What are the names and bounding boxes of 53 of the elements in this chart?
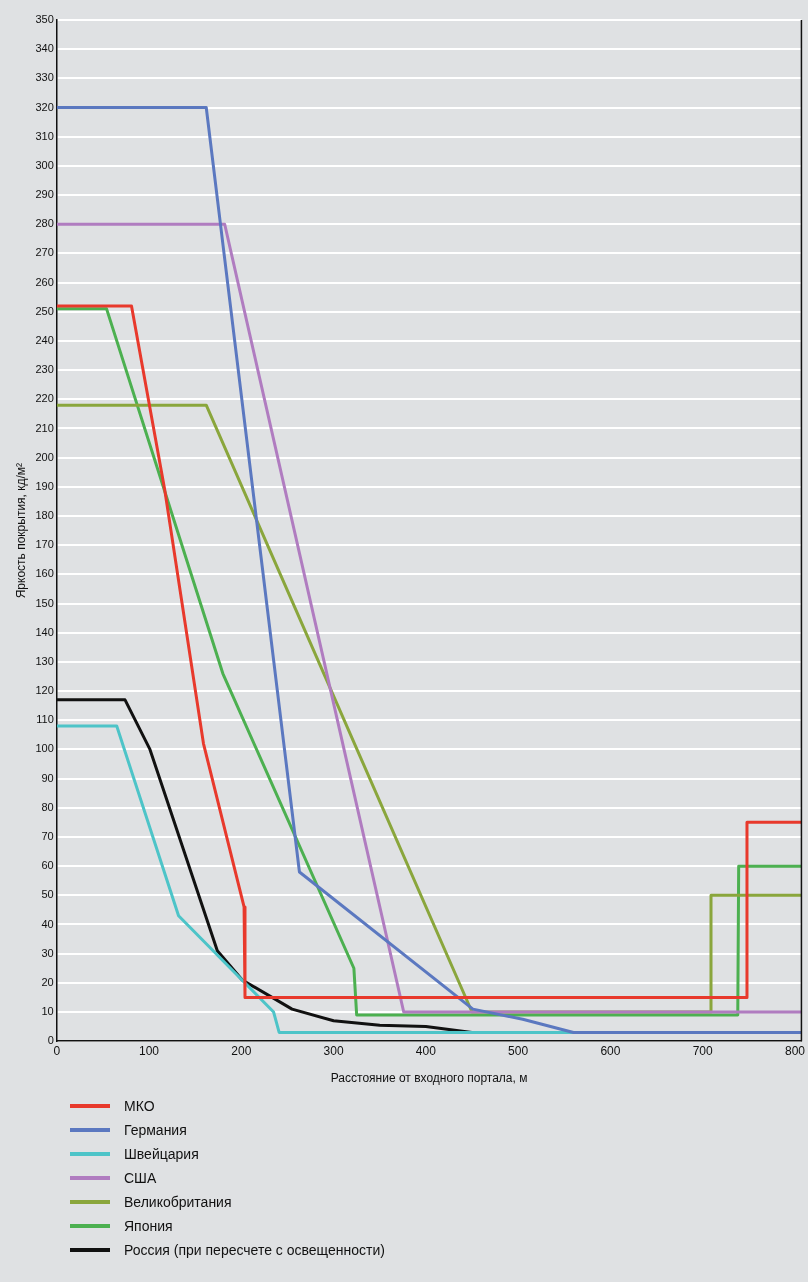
y-tick-label: 180: [35, 509, 54, 522]
x-axis-title: Расстояние от входного портала, м: [330, 1071, 528, 1086]
legend-label: Германия: [124, 1122, 187, 1138]
x-tick-label: 800: [784, 1043, 806, 1058]
y-tick-label: 160: [35, 567, 54, 580]
x-tick-label: 100: [139, 1043, 160, 1058]
x-tick-label: 600: [600, 1043, 621, 1058]
y-tick-label: 230: [35, 363, 54, 376]
y-tick-label: 60: [41, 859, 54, 872]
legend-label: Швейцария: [124, 1146, 199, 1162]
y-tick-label: 330: [35, 71, 54, 84]
y-tick-label: 50: [41, 888, 54, 901]
y-tick-label: 260: [35, 275, 54, 288]
y-tick-label: 40: [41, 917, 54, 930]
y-tick-label: 300: [35, 158, 54, 171]
y-tick-label: 30: [41, 946, 54, 959]
y-tick-label: 20: [41, 975, 54, 988]
x-tick-label: 200: [231, 1043, 252, 1058]
y-tick-label: 200: [35, 450, 54, 463]
y-tick-label: 80: [41, 800, 54, 813]
y-tick-label: 0: [47, 1034, 54, 1047]
y-tick-label: 280: [35, 217, 54, 230]
x-tick-label: 500: [508, 1043, 529, 1058]
x-tick-label: 700: [692, 1043, 714, 1058]
y-tick-label: 170: [35, 538, 54, 551]
y-tick-label: 270: [35, 246, 54, 259]
x-tick-label: 400: [415, 1043, 437, 1058]
y-tick-label: 100: [35, 742, 54, 755]
legend-label: МКО: [124, 1098, 155, 1114]
y-tick-label: 340: [35, 42, 54, 55]
y-tick-label: 240: [35, 333, 54, 346]
y-tick-label: 70: [41, 829, 54, 842]
y-tick-label: 120: [35, 684, 54, 697]
legend-label: Россия (при пересчете с освещенности): [124, 1242, 385, 1258]
x-tick-label: 300: [323, 1043, 344, 1058]
legend-label: Великобритания: [124, 1194, 232, 1210]
y-tick-label: 250: [35, 304, 54, 317]
y-tick-label: 210: [35, 421, 54, 434]
y-tick-label: 190: [35, 479, 54, 492]
y-tick-label: 320: [35, 100, 54, 113]
y-tick-label: 140: [35, 625, 54, 638]
y-tick-label: 90: [41, 771, 54, 784]
y-tick-label: 130: [35, 654, 54, 667]
y-tick-label: 310: [35, 129, 54, 142]
y-axis-title: Яркость покрытия, кд/м²: [13, 462, 28, 599]
y-tick-label: 10: [41, 1005, 54, 1018]
y-tick-label: 220: [35, 392, 54, 405]
legend-label: Япония: [124, 1218, 173, 1234]
y-tick-label: 350: [35, 13, 54, 26]
legend-label: США: [124, 1170, 157, 1186]
y-tick-label: 290: [35, 188, 54, 201]
y-tick-label: 110: [36, 713, 54, 726]
y-tick-label: 150: [35, 596, 54, 609]
